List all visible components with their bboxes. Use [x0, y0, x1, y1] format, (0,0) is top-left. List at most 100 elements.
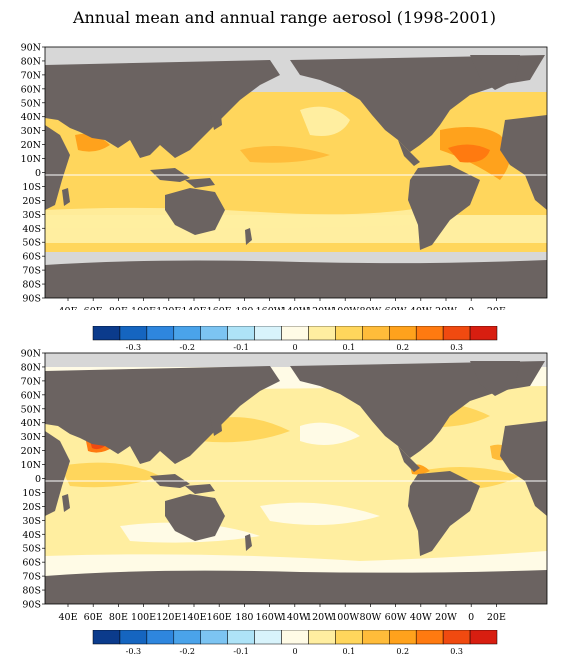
colorbar-swatch — [173, 326, 201, 341]
lat-tick-label: 70S — [22, 572, 41, 583]
lon-tick-label: 160E — [207, 612, 232, 623]
lon-tick-label: 120E — [156, 306, 181, 310]
lat-tick-label: 80N — [21, 56, 41, 67]
lat-tick-label: 70N — [21, 376, 41, 387]
colorbar-swatch — [146, 630, 175, 645]
lat-tick-label: 40N — [21, 112, 41, 123]
lat-tick-label: 90N — [21, 349, 41, 360]
colorbar-label: 0 — [292, 647, 297, 656]
lon-tick-label: 100W — [331, 306, 359, 310]
annual-range-map-panel: 90N 80N 70N 60N 50N 40N 30N 20N 10N 0 10S 20S 30S 40S… — [21, 349, 548, 623]
lat-tick-label: 10N — [21, 154, 41, 165]
colorbar-swatch — [362, 326, 390, 341]
colorbar-swatch — [415, 630, 444, 645]
colorbar-swatch — [254, 326, 282, 341]
lat-tick-label: 30S — [22, 210, 41, 221]
colorbar-swatch — [92, 326, 121, 341]
colorbar-swatch — [119, 326, 148, 341]
lat-tick-label: 60S — [22, 558, 41, 569]
colorbar-swatch — [227, 630, 255, 645]
lat-tick-label: 20S — [22, 502, 41, 513]
colorbar-swatch — [200, 630, 228, 645]
lon-tick-label: 80E — [109, 612, 128, 623]
lat-tick-label: 20S — [22, 196, 41, 207]
colorbar-swatch — [335, 326, 363, 341]
colorbar-label: -0.1 — [233, 343, 248, 352]
lat-tick-label: 40N — [21, 418, 41, 429]
latitude-axis: 90N 80N 70N 60N 50N 40N 30N 20N 10N 0 10S 20S 30S 40S… — [21, 349, 45, 611]
lon-tick-label: 100E — [131, 612, 156, 623]
lat-tick-label: 10S — [22, 488, 41, 499]
lon-tick-label: 120W — [306, 612, 334, 623]
colorbar-label: -0.3 — [126, 647, 141, 656]
colorbar-label: 0.2 — [396, 647, 409, 656]
lon-tick-label: 20W — [435, 612, 457, 623]
colorbar-swatch — [173, 630, 201, 645]
annual-mean-map-panel: 90N 80N 70N 60N 50N 40N 30N 20N 10N 0 10S 20S 30S 40S… — [21, 43, 548, 310]
lat-tick-label: 60S — [22, 252, 41, 263]
lat-tick-label: 0 — [35, 474, 41, 485]
lon-tick-label: 40E — [58, 612, 77, 623]
tropical-pacific-enhanced — [240, 146, 330, 163]
colorbar-swatch — [469, 326, 498, 341]
lat-tick-label: 0 — [35, 168, 41, 179]
lon-tick-label: 60W — [385, 306, 407, 310]
colorbar-swatch — [119, 630, 148, 645]
lon-tick-label: 0 — [468, 612, 474, 623]
lat-tick-label: 50N — [21, 404, 41, 415]
land-masses — [45, 55, 547, 298]
lon-tick-label: 160W — [256, 612, 284, 623]
colorbar-swatch — [442, 326, 471, 341]
lon-tick-label: 20E — [487, 306, 506, 310]
lat-tick-label: 80S — [22, 586, 41, 597]
colorbar-swatch — [227, 326, 255, 341]
lat-tick-label: 80S — [22, 280, 41, 291]
colorbar-label: 0.1 — [342, 647, 355, 656]
colorbar-bottom: -0.3 -0.2 -0.1 0 0.1 0.2 0.3 — [92, 630, 498, 656]
lat-tick-label: 80N — [21, 362, 41, 373]
lon-tick-label: 80W — [359, 612, 381, 623]
longitude-axis: 40E 60E 80E100E120E140E160E180160W140W120W… — [58, 298, 506, 310]
lon-tick-label: 60E — [84, 306, 103, 310]
lon-tick-label: 40E — [58, 306, 77, 310]
lon-tick-label: 140W — [281, 612, 309, 623]
lon-tick-label: 60E — [84, 612, 103, 623]
lat-tick-label: 40S — [22, 224, 41, 235]
lat-tick-label: 50N — [21, 98, 41, 109]
colorbar-label: 0.3 — [450, 647, 463, 656]
lat-tick-label: 90S — [22, 600, 41, 611]
colorbar-swatch — [469, 630, 498, 645]
colorbar-swatch — [389, 326, 417, 341]
lat-tick-label: 30N — [21, 432, 41, 443]
colorbar-swatch — [389, 630, 417, 645]
lon-tick-label: 20E — [487, 612, 506, 623]
colorbar-swatch — [415, 326, 444, 341]
lat-tick-label: 40S — [22, 530, 41, 541]
colorbar-label: 0.3 — [450, 343, 463, 352]
lat-tick-label: 10N — [21, 460, 41, 471]
lon-tick-label: 100W — [331, 612, 359, 623]
colorbar-swatch — [335, 630, 363, 645]
lat-tick-label: 20N — [21, 446, 41, 457]
colorbar-swatch — [146, 326, 175, 341]
lon-tick-label: 140E — [181, 306, 206, 310]
lat-tick-label: 60N — [21, 84, 41, 95]
colorbar-label: 0.1 — [342, 343, 355, 352]
lat-tick-label: 20N — [21, 140, 41, 151]
colorbar-swatch — [281, 326, 309, 341]
colorbar-swatch — [308, 630, 336, 645]
colorbar-swatch — [254, 630, 282, 645]
lat-tick-label: 90N — [21, 43, 41, 54]
lat-tick-label: 50S — [22, 238, 41, 249]
lon-tick-label: 0 — [468, 306, 474, 310]
lon-tick-label: 160W — [256, 306, 284, 310]
lon-tick-label: 120E — [156, 612, 181, 623]
lon-tick-label: 100E — [131, 306, 156, 310]
lon-tick-label: 20W — [435, 306, 457, 310]
colorbar-label: -0.3 — [126, 343, 141, 352]
lon-tick-label: 180 — [235, 612, 253, 623]
map-area — [45, 353, 547, 604]
latitude-axis: 90N 80N 70N 60N 50N 40N 30N 20N 10N 0 10S 20S 30S 40S… — [21, 43, 45, 305]
colorbar-label: -0.2 — [180, 343, 195, 352]
